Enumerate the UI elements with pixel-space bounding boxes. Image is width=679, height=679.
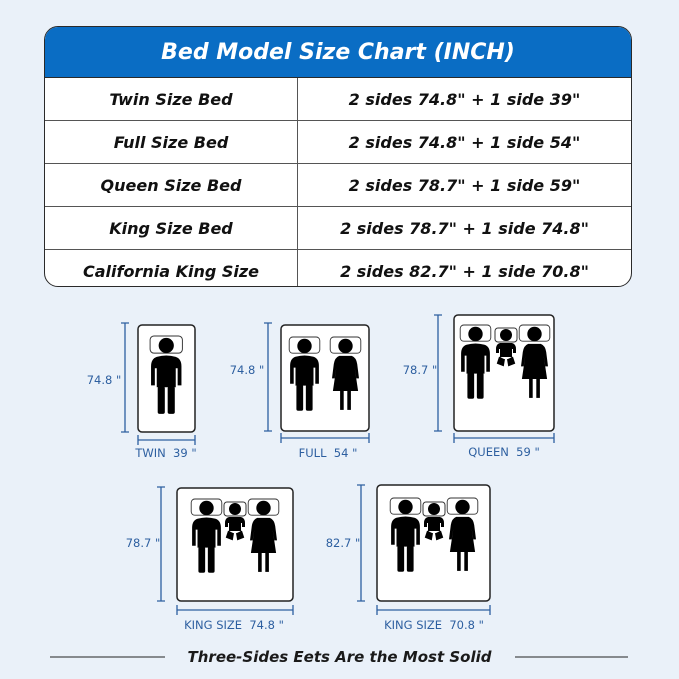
width-label: KING SIZE 70.8 " bbox=[384, 618, 484, 632]
table-row: California King Size 2 sides 82.7" + 1 si… bbox=[45, 250, 631, 286]
bed-queen: 78.7 " QUEEN 59 " bbox=[403, 314, 555, 459]
length-label: 74.8 " bbox=[87, 373, 122, 387]
length-label: 78.7 " bbox=[403, 363, 438, 377]
table-row: Full Size Bed 2 sides 74.8" + 1 side 54" bbox=[45, 121, 631, 164]
dimension-lines bbox=[121, 314, 555, 615]
bed-name: Queen Size Bed bbox=[45, 164, 298, 206]
bed-twin: 74.8 " TWIN 39 " bbox=[87, 324, 197, 460]
width-label: KING SIZE 74.8 " bbox=[184, 618, 284, 632]
bed-size: 2 sides 74.8" + 1 side 54" bbox=[348, 132, 581, 152]
length-label: 78.7 " bbox=[126, 536, 161, 550]
bed-size: 2 sides 82.7" + 1 side 70.8" bbox=[340, 261, 589, 281]
footer-caption: Three-Sides Eets Are the Most Solid bbox=[187, 648, 492, 666]
bed-name: Twin Size Bed bbox=[45, 78, 298, 120]
table-row: Queen Size Bed 2 sides 78.7" + 1 side 59" bbox=[45, 164, 631, 207]
table-title: Bed Model Size Chart (INCH) bbox=[45, 27, 631, 78]
bed-size: 2 sides 78.7" + 1 side 59" bbox=[348, 175, 581, 195]
bed-california-king: 82.7 " KING SIZE 70.8 " bbox=[326, 484, 491, 632]
bed-king: 78.7 " KING SIZE 74.8 " bbox=[126, 487, 294, 632]
size-chart-table: Bed Model Size Chart (INCH) Twin Size Be… bbox=[44, 26, 632, 287]
width-label: TWIN 39 " bbox=[134, 446, 196, 460]
length-label: 74.8 " bbox=[230, 363, 265, 377]
width-label: FULL 54 " bbox=[299, 446, 358, 460]
bed-name: King Size Bed bbox=[45, 207, 298, 249]
bed-size: 2 sides 78.7" + 1 side 74.8" bbox=[340, 218, 589, 238]
table-row: King Size Bed 2 sides 78.7" + 1 side 74.8… bbox=[45, 207, 631, 250]
bed-full: 74.8 " FULL 54 " bbox=[230, 324, 370, 460]
table-row: Twin Size Bed 2 sides 74.8" + 1 side 39" bbox=[45, 78, 631, 121]
width-label: QUEEN 59 " bbox=[468, 445, 540, 459]
length-label: 82.7 " bbox=[326, 536, 361, 550]
bed-name: Full Size Bed bbox=[45, 121, 298, 163]
bed-size: 2 sides 74.8" + 1 side 39" bbox=[348, 89, 581, 109]
bed-name: California King Size bbox=[45, 250, 298, 286]
